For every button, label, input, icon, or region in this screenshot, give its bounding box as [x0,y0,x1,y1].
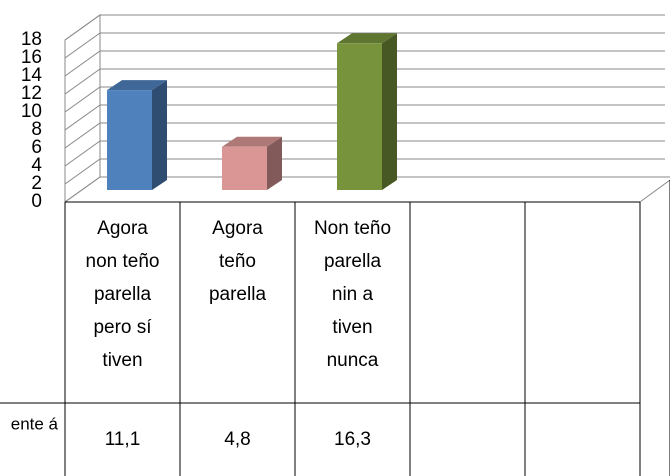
bar-side [267,136,282,190]
bar [107,90,152,190]
y-tick-label: 2 [31,173,42,194]
x-tick-label: Non teño parella nin a tiven nunca [313,218,392,371]
y-tick-label: 12 [21,83,42,104]
grid-line [64,50,665,77]
bar-side [152,80,167,190]
x-tick-label [543,202,623,212]
y-tick-label: 10 [21,101,42,122]
category-cell [525,202,640,403]
grid-line [64,122,665,149]
category-cell: Agora teño parella [208,218,267,305]
bar-top [222,136,282,147]
y-tick-label: 4 [31,155,42,176]
value-label: 4,8 [224,429,250,450]
legend-label: ente á [11,414,59,433]
grid-line [64,176,665,203]
y-tick-label: 18 [21,29,42,50]
value-label: 16,3 [334,429,371,450]
grid-line [64,140,665,167]
x-tick-label: Agora teño parella [208,218,267,305]
y-tick-label: 0 [31,191,42,212]
x-tick-label: Agora non teño parella pero sí tiven [85,218,160,371]
x-tick-label [428,202,508,212]
bar-top [337,33,397,44]
grid-line [64,158,665,185]
category-cell: Agora non teño parella pero sí tiven [85,218,160,371]
grid-line [64,104,665,131]
bar [222,146,267,190]
grid-line [64,68,665,95]
y-tick-label: 16 [21,47,42,68]
y-tick-label: 14 [21,65,43,86]
grid-line [64,86,665,113]
grid-line [64,14,665,41]
bar-top [107,80,167,91]
category-cell: Non teño parella nin a tiven nunca [313,218,392,371]
grid-line [64,32,665,59]
y-tick-label: 8 [31,119,42,140]
bar [337,43,382,190]
y-tick-label: 6 [31,137,42,158]
category-cell [410,202,525,403]
value-label: 11,1 [105,429,141,450]
bar-side [382,33,397,190]
